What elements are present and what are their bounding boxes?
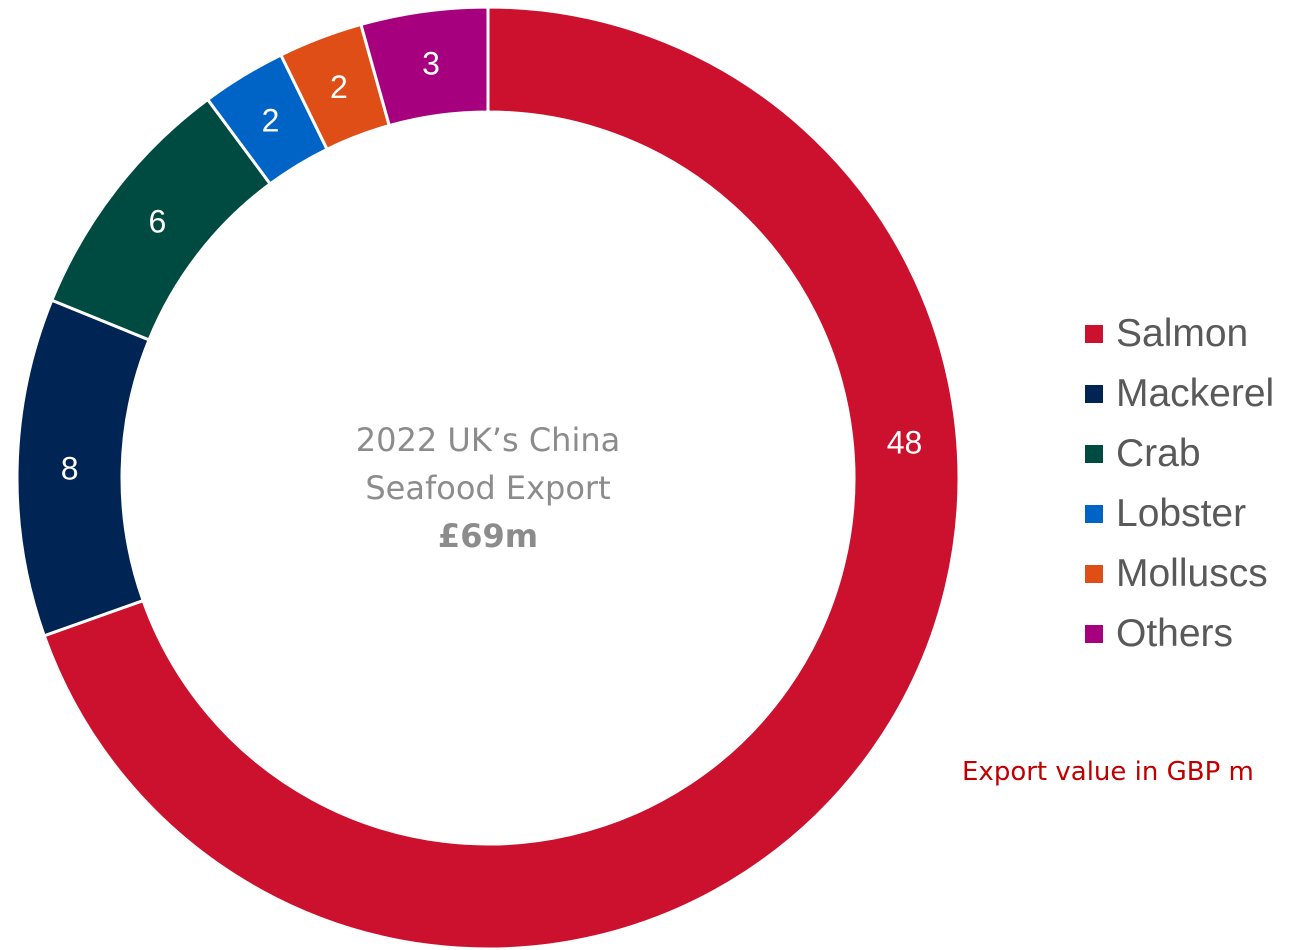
legend: Salmon Mackerel Crab Lobster Molluscs Ot… bbox=[1085, 304, 1274, 664]
legend-swatch-others bbox=[1085, 625, 1103, 643]
slice-labels: 48 8 6 2 2 3 bbox=[61, 45, 923, 486]
center-title-line2: Seafood Export bbox=[365, 469, 611, 507]
slice-label-salmon: 48 bbox=[887, 425, 923, 461]
legend-swatch-lobster bbox=[1085, 505, 1103, 523]
legend-swatch-crab bbox=[1085, 445, 1103, 463]
slice-salmon bbox=[42, 5, 961, 950]
legend-item-salmon: Salmon bbox=[1085, 304, 1274, 364]
unit-note: Export value in GBP m bbox=[962, 757, 1254, 787]
legend-label-crab: Crab bbox=[1116, 432, 1201, 475]
legend-label-salmon: Salmon bbox=[1116, 312, 1249, 355]
legend-item-mackerel: Mackerel bbox=[1085, 364, 1274, 424]
legend-item-crab: Crab bbox=[1085, 424, 1274, 484]
center-total: £69m bbox=[437, 517, 539, 555]
slice-label-crab: 6 bbox=[149, 203, 167, 239]
legend-swatch-mackerel bbox=[1085, 385, 1103, 403]
legend-label-others: Others bbox=[1116, 612, 1234, 655]
legend-swatch-salmon bbox=[1085, 325, 1103, 343]
legend-swatch-molluscs bbox=[1085, 565, 1103, 583]
slice-label-others: 3 bbox=[422, 45, 440, 81]
legend-label-mackerel: Mackerel bbox=[1116, 372, 1275, 415]
center-text: 2022 UK’s China Seafood Export £69m bbox=[288, 416, 688, 560]
slice-others bbox=[359, 5, 490, 128]
slice-label-mackerel: 8 bbox=[61, 450, 79, 486]
slice-label-lobster: 2 bbox=[262, 102, 280, 138]
slice-mackerel bbox=[15, 298, 152, 638]
center-title-line1: 2022 UK’s China bbox=[355, 421, 621, 459]
legend-item-others: Others bbox=[1085, 604, 1274, 664]
legend-label-molluscs: Molluscs bbox=[1116, 552, 1268, 595]
slice-label-molluscs: 2 bbox=[330, 69, 348, 105]
legend-label-lobster: Lobster bbox=[1116, 492, 1247, 535]
legend-item-molluscs: Molluscs bbox=[1085, 544, 1274, 604]
legend-item-lobster: Lobster bbox=[1085, 484, 1274, 544]
donut-slices bbox=[15, 5, 961, 950]
